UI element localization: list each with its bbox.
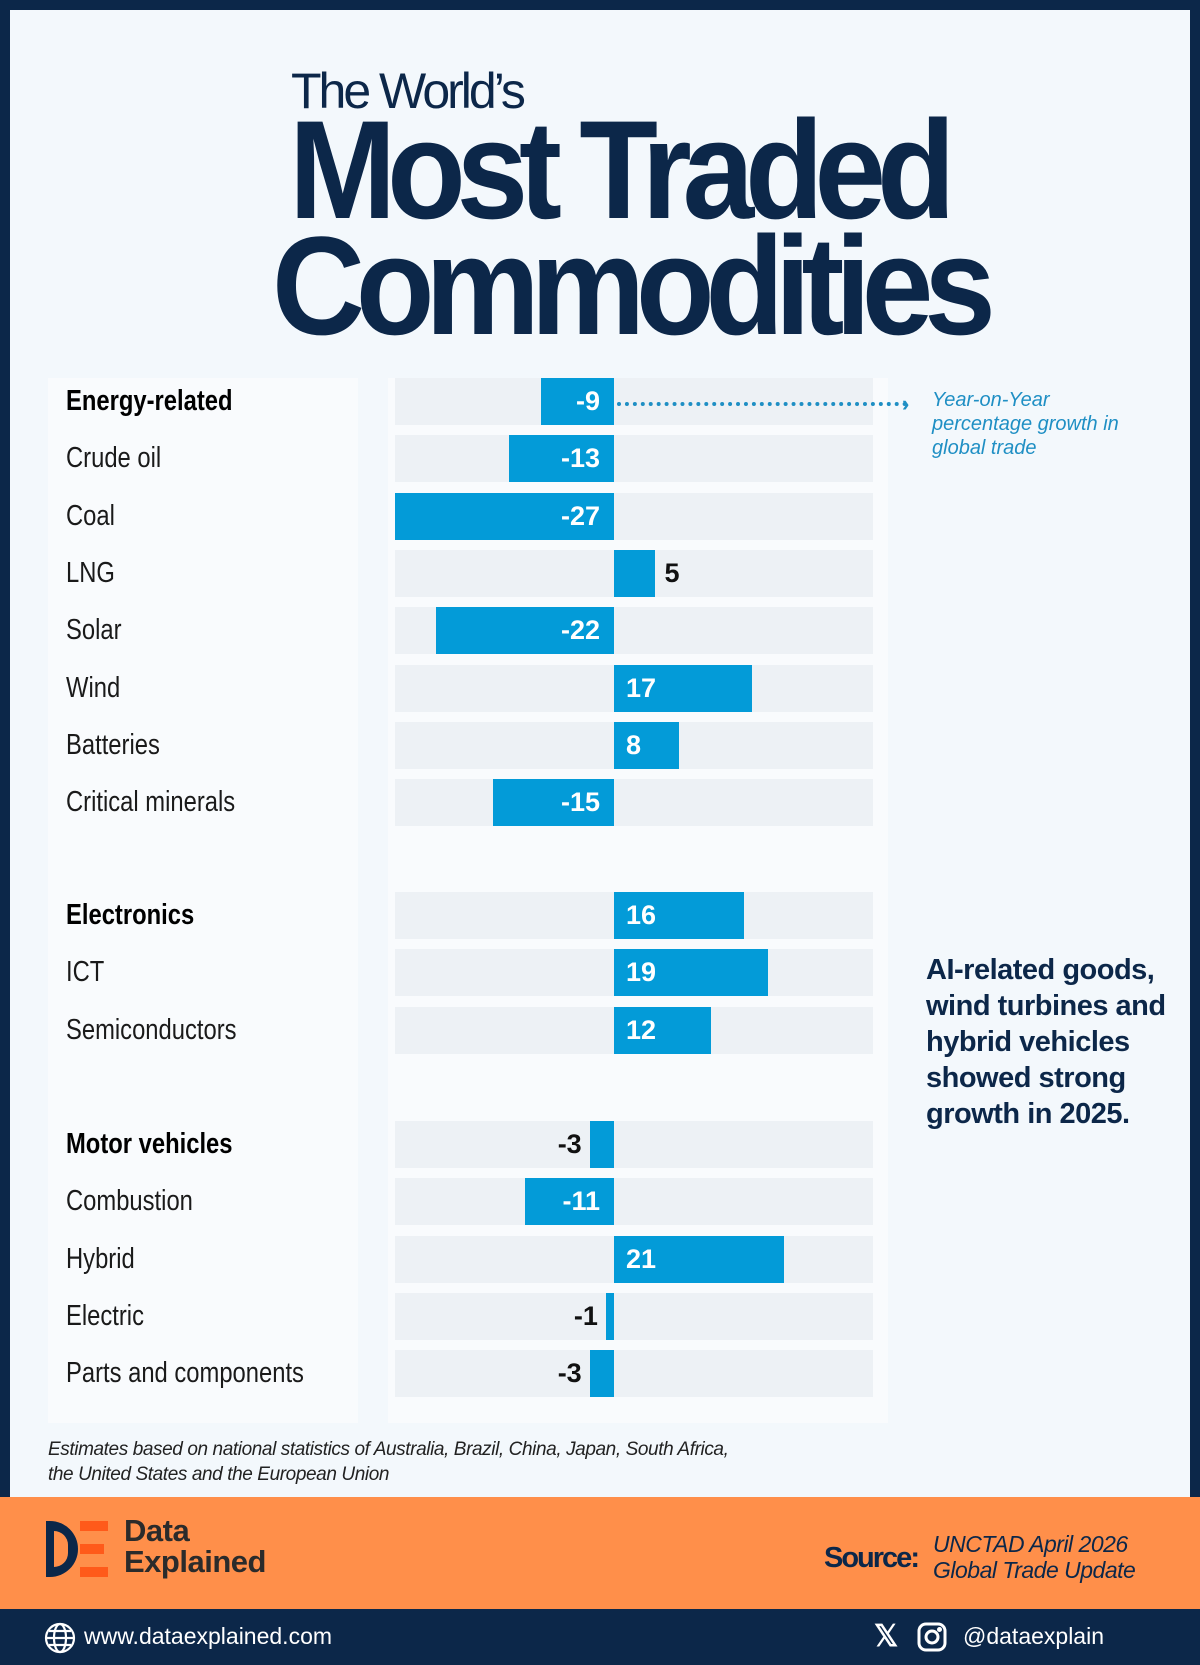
data-label: -1 <box>573 1300 598 1331</box>
bar <box>435 607 614 655</box>
data-label: -3 <box>557 1358 582 1389</box>
bar <box>541 378 614 425</box>
data-label: 17 <box>626 672 657 703</box>
category-label: Electric <box>66 1299 144 1332</box>
bar-track <box>395 378 873 425</box>
data-label: -9 <box>575 386 600 416</box>
social-handle-link[interactable]: @dataexplain <box>963 1623 1104 1649</box>
bar-track <box>395 779 873 827</box>
bar <box>589 1121 614 1168</box>
category-label: Hybrid <box>66 1242 135 1275</box>
bar <box>605 1292 614 1340</box>
bar <box>492 779 614 827</box>
category-label: Coal <box>66 499 115 532</box>
source-label: Source: <box>824 1542 920 1574</box>
title-line-2: Most Traded <box>289 91 956 248</box>
data-label: -3 <box>557 1129 582 1159</box>
brand-band: Data Explained Source: UNCTAD April 2026… <box>0 1497 1200 1609</box>
bar <box>614 1006 712 1054</box>
instagram-icon[interactable] <box>917 1622 947 1652</box>
title-line-3: Commodities <box>272 207 996 364</box>
bar <box>614 664 752 712</box>
category-label: Critical minerals <box>66 786 236 819</box>
data-label: 21 <box>626 1243 657 1274</box>
category-label: Batteries <box>66 728 160 761</box>
data-label: -11 <box>562 1186 600 1217</box>
website-link[interactable]: www.dataexplained.com <box>84 1623 333 1649</box>
data-label: -13 <box>560 443 600 474</box>
annotation-dotted-line <box>617 402 907 406</box>
data-label: 12 <box>626 1014 657 1045</box>
category-label: Solar <box>66 614 122 647</box>
bar <box>614 892 744 939</box>
bar-track <box>395 1292 873 1340</box>
bar-track <box>395 1178 873 1226</box>
bar <box>508 435 614 483</box>
bar-track <box>395 1121 873 1168</box>
annotation-text: Year-on-Year percentage growth in global… <box>932 389 1119 459</box>
bar <box>524 1178 614 1226</box>
data-label: 16 <box>626 900 657 930</box>
data-label: 8 <box>626 729 642 760</box>
category-label: LNG <box>66 556 115 589</box>
data-label: 19 <box>626 957 657 988</box>
footnote-line-1: Estimates based on national statistics o… <box>48 1439 729 1460</box>
bar <box>614 549 655 597</box>
logo <box>46 1521 112 1577</box>
side-note: AI-related goods, wind turbines and hybr… <box>926 954 1166 1130</box>
label-panel <box>48 378 358 1423</box>
bar-track <box>395 1350 873 1398</box>
category-label: Semiconductors <box>66 1013 237 1046</box>
category-label: Crude oil <box>66 442 162 475</box>
category-label: Parts and components <box>66 1357 304 1390</box>
group-header: Motor vehicles <box>66 1128 233 1160</box>
source-line-1: UNCTAD April 2026 <box>933 1531 1128 1557</box>
bar <box>614 721 679 769</box>
footnote-line-2: the United States and the European Union <box>48 1464 390 1485</box>
bar <box>589 1350 614 1398</box>
bar <box>395 492 614 540</box>
category-label: ICT <box>66 956 105 989</box>
bar <box>614 949 768 997</box>
group-header: Electronics <box>66 899 195 931</box>
bar-track <box>395 435 873 483</box>
data-label: -27 <box>560 500 600 531</box>
arrow-right-icon: › <box>902 391 910 416</box>
x-icon[interactable]: 𝕏 <box>874 1620 899 1653</box>
source-line-2: Global Trade Update <box>933 1557 1136 1583</box>
category-label: Combustion <box>66 1185 193 1218</box>
footer-bar: www.dataexplained.com 𝕏 @dataexplain <box>0 1609 1200 1665</box>
brand-name-line-1: Data <box>124 1513 190 1548</box>
group-header: Energy-related <box>66 385 233 417</box>
data-label: 5 <box>664 557 680 588</box>
data-label: -22 <box>560 615 600 646</box>
footnote: Estimates based on national statistics o… <box>48 1437 729 1487</box>
globe-icon <box>44 1622 76 1654</box>
brand-name-line-2: Explained <box>124 1544 266 1579</box>
title-line-1: The World’s <box>291 63 526 119</box>
category-label: Wind <box>66 671 121 704</box>
data-label: -15 <box>560 787 600 818</box>
bar <box>614 1235 785 1283</box>
